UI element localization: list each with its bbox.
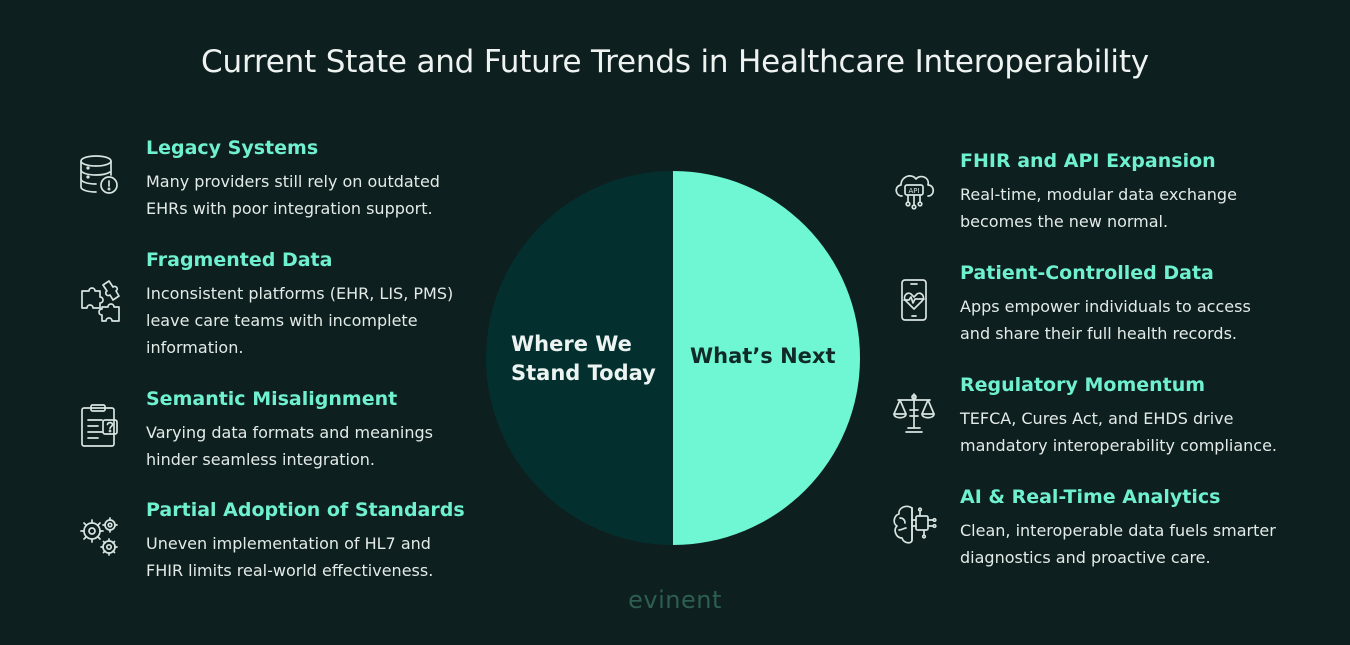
- item-description: Real-time, modular data exchange becomes…: [960, 185, 1237, 231]
- right-item-fhir-api: API FHIR and API Expansion Real-time, mo…: [895, 150, 1300, 235]
- cloud-api-icon: API: [890, 164, 938, 212]
- puzzle-pieces-icon: [76, 277, 124, 325]
- item-heading: Regulatory Momentum: [960, 374, 1206, 396]
- item-heading: Legacy Systems: [146, 137, 319, 159]
- circle-left-label: Where We Stand Today: [511, 332, 656, 385]
- scales-icon: [890, 388, 938, 436]
- item-description: Apps empower individuals to access and s…: [960, 297, 1251, 343]
- left-item-legacy-systems: Legacy Systems Many providers still rely…: [80, 137, 486, 222]
- page-title: Current State and Future Trends in Healt…: [201, 44, 1149, 80]
- right-item-regulatory: Regulatory Momentum TEFCA, Cures Act, an…: [893, 374, 1300, 459]
- item-heading: FHIR and API Expansion: [960, 150, 1216, 172]
- brain-circuit-icon: [890, 500, 938, 548]
- circle-right-label: What’s Next: [690, 344, 836, 368]
- svg-text:API: API: [908, 187, 919, 195]
- left-item-partial-adoption: Partial Adoption of Standards Uneven imp…: [80, 499, 486, 584]
- right-item-patient-controlled: Patient-Controlled Data Apps empower ind…: [901, 262, 1300, 347]
- database-warning-icon: [76, 151, 124, 199]
- left-item-fragmented-data: Fragmented Data Inconsistent platforms (…: [81, 249, 486, 361]
- gears-icon: [76, 513, 124, 561]
- item-description: TEFCA, Cures Act, and EHDS drive mandato…: [960, 409, 1277, 455]
- item-description: Many providers still rely on outdated EH…: [146, 172, 440, 218]
- item-heading: Semantic Misalignment: [146, 388, 398, 410]
- item-heading: AI & Real-Time Analytics: [960, 486, 1221, 508]
- comparison-circle: [486, 171, 860, 545]
- right-item-ai-analytics: AI & Real-Time Analytics Clean, interope…: [893, 486, 1300, 571]
- item-heading: Patient-Controlled Data: [960, 262, 1214, 284]
- right-half-circle: [673, 171, 860, 545]
- item-heading: Partial Adoption of Standards: [146, 499, 465, 521]
- item-description: Clean, interoperable data fuels smarter …: [960, 521, 1276, 567]
- item-heading: Fragmented Data: [146, 249, 333, 271]
- brand-logo-text: evinent: [628, 586, 722, 614]
- clipboard-question-icon: [76, 402, 124, 450]
- phone-heart-icon: [890, 276, 938, 324]
- item-description: Inconsistent platforms (EHR, LIS, PMS) l…: [146, 284, 454, 357]
- item-description: Uneven implementation of HL7 and FHIR li…: [146, 534, 434, 580]
- left-half-circle: [486, 171, 673, 545]
- item-description: Varying data formats and meanings hinder…: [146, 423, 433, 469]
- left-item-semantic-misalignment: Semantic Misalignment Varying data forma…: [81, 388, 486, 473]
